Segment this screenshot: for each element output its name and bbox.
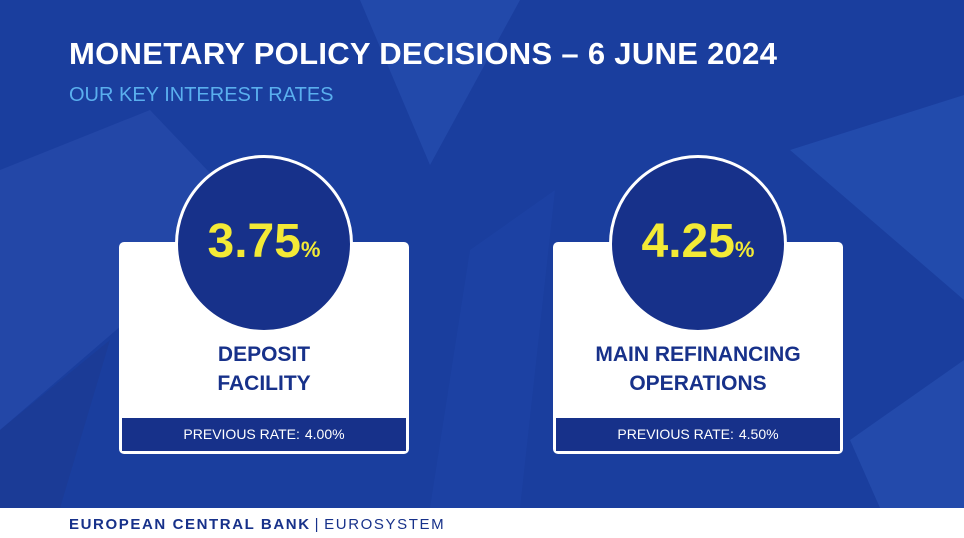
page-title: MONETARY POLICY DECISIONS – 6 JUNE 2024: [69, 36, 778, 71]
rate-card-label-line: DEPOSIT: [217, 343, 311, 366]
rate-display: 4.25%: [642, 214, 755, 269]
bg-shape-right: [790, 95, 964, 300]
previous-rate-bar: PREVIOUS RATE: 4.00%: [122, 418, 406, 451]
footer-separator: |: [314, 516, 321, 533]
page-subtitle: OUR KEY INTEREST RATES: [69, 84, 334, 106]
rate-display: 3.75%: [208, 214, 321, 269]
rate-unit: %: [300, 237, 321, 262]
previous-rate-value: 4.50%: [738, 426, 779, 442]
previous-rate-label: PREVIOUS RATE:: [183, 426, 300, 442]
footer-branding: EUROPEAN CENTRAL BANK | EUROSYSTEM: [69, 516, 445, 533]
rate-value: 4.25: [641, 215, 735, 268]
slide: MONETARY POLICY DECISIONS – 6 JUNE 2024 …: [0, 0, 964, 508]
rate-value: 3.75: [207, 215, 301, 268]
previous-rate-label: PREVIOUS RATE:: [617, 426, 734, 442]
rate-unit: %: [734, 237, 755, 262]
bg-shape-top: [360, 0, 520, 165]
rate-card-label-line: OPERATIONS: [629, 372, 767, 395]
previous-rate-value: 4.00%: [304, 426, 345, 442]
rate-circle-deposit-facility: 3.75%: [175, 155, 353, 333]
rate-card-label-line: MAIN REFINANCING: [595, 343, 801, 366]
rate-card-label: MAIN REFINANCING OPERATIONS: [553, 340, 843, 398]
rate-circle-main-refinancing-operations: 4.25%: [609, 155, 787, 333]
footer-organization: EUROPEAN CENTRAL BANK: [69, 516, 311, 533]
bg-shape-left-lower: [0, 340, 110, 508]
bg-shape-right-lower: [850, 360, 964, 508]
footer: EUROPEAN CENTRAL BANK | EUROSYSTEM: [0, 508, 964, 538]
footer-system: EUROSYSTEM: [324, 516, 446, 533]
previous-rate-bar: PREVIOUS RATE: 4.50%: [556, 418, 840, 451]
rate-card-label-line: FACILITY: [217, 372, 311, 395]
bg-shape-center: [430, 190, 555, 508]
rate-card-label: DEPOSIT FACILITY: [119, 340, 409, 398]
